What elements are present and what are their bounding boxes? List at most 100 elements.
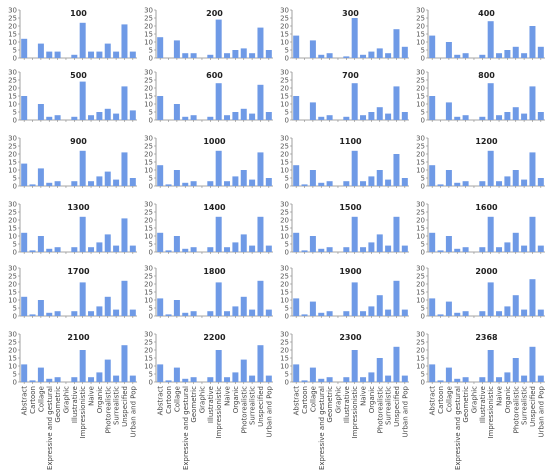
bar [240, 234, 247, 252]
x-tick-label: Collage [445, 386, 453, 412]
bar [351, 83, 358, 120]
bar [343, 377, 350, 382]
bar [537, 112, 544, 120]
bar [37, 300, 44, 316]
bar [121, 345, 128, 382]
y-tick-label: 0 [285, 116, 289, 124]
bar [224, 377, 231, 382]
y-tick-label: 15 [280, 158, 289, 166]
y-tick-label: 30 [144, 264, 153, 272]
bar [29, 184, 36, 186]
bar [360, 54, 367, 58]
x-tick-label: Illustrative [207, 386, 215, 423]
y-tick-label: 0 [421, 312, 425, 320]
bar [182, 53, 189, 58]
x-tick-label: Impressionistic [487, 386, 495, 439]
y-tick-label: 0 [421, 182, 425, 190]
bar [71, 116, 78, 120]
bar [376, 107, 383, 120]
y-tick-label: 30 [280, 68, 289, 76]
y-tick-label: 5 [149, 108, 153, 116]
bar [190, 377, 197, 382]
y-tick-label: 15 [280, 92, 289, 100]
bar [393, 29, 400, 58]
bar [360, 115, 367, 120]
x-tick-label: Unspecified [529, 386, 537, 427]
bar [326, 247, 333, 252]
y-tick-label: 30 [280, 264, 289, 272]
bar [29, 380, 36, 382]
y-tick-label: 30 [144, 134, 153, 142]
y-tick-label: 30 [280, 330, 289, 338]
x-tick-label: Organic [504, 386, 512, 413]
x-tick-label: Urban and Pop [265, 385, 273, 437]
x-tick-label: Collage [37, 386, 45, 412]
bar [437, 184, 444, 186]
y-tick-label: 20 [144, 216, 153, 224]
bar [343, 181, 350, 186]
y-tick-label: 10 [144, 232, 153, 240]
bar [479, 116, 486, 120]
y-tick-label: 30 [416, 330, 425, 338]
y-tick-label: 10 [280, 166, 289, 174]
y-tick-label: 20 [144, 150, 153, 158]
y-tick-label: 10 [280, 38, 289, 46]
bar [21, 364, 28, 382]
bar [385, 375, 392, 382]
bar [121, 152, 128, 186]
bar [37, 236, 44, 252]
bar [360, 247, 367, 252]
bar [88, 181, 95, 186]
y-tick-label: 0 [285, 312, 289, 320]
bar [79, 22, 86, 58]
y-tick-label: 20 [144, 280, 153, 288]
y-tick-label: 30 [280, 6, 289, 14]
bar [385, 245, 392, 252]
bar [437, 314, 444, 316]
x-tick-label: Expressive and gestural [46, 386, 54, 470]
y-tick-label: 15 [280, 354, 289, 362]
y-tick-label: 25 [144, 76, 153, 84]
bar [232, 176, 239, 186]
bar [182, 116, 189, 120]
bar [232, 112, 239, 120]
bar [318, 248, 325, 252]
bar [512, 107, 519, 120]
bar [207, 247, 214, 252]
y-tick-label: 25 [144, 14, 153, 22]
bar [326, 53, 333, 58]
bar [265, 309, 272, 316]
bar [537, 375, 544, 382]
bar [309, 236, 316, 252]
y-tick-label: 5 [13, 370, 17, 378]
bar [504, 50, 511, 58]
panel-title: 1300 [67, 203, 90, 212]
bar [265, 178, 272, 186]
y-tick-label: 15 [416, 224, 425, 232]
bar [104, 296, 111, 316]
bar [454, 54, 461, 58]
x-tick-label: Urban and Pop [537, 385, 545, 437]
y-tick-label: 10 [144, 166, 153, 174]
bar [21, 96, 28, 120]
bar [249, 113, 256, 120]
bar [385, 113, 392, 120]
y-tick-label: 20 [8, 216, 17, 224]
bar [360, 311, 367, 316]
y-tick-label: 30 [416, 264, 425, 272]
bar [512, 358, 519, 382]
bar [37, 104, 44, 120]
bar [309, 170, 316, 186]
bar [454, 312, 461, 316]
bar [46, 182, 53, 186]
panel-title: 2000 [475, 267, 498, 276]
bar [401, 375, 408, 382]
bar [54, 247, 61, 252]
y-tick-label: 15 [8, 92, 17, 100]
